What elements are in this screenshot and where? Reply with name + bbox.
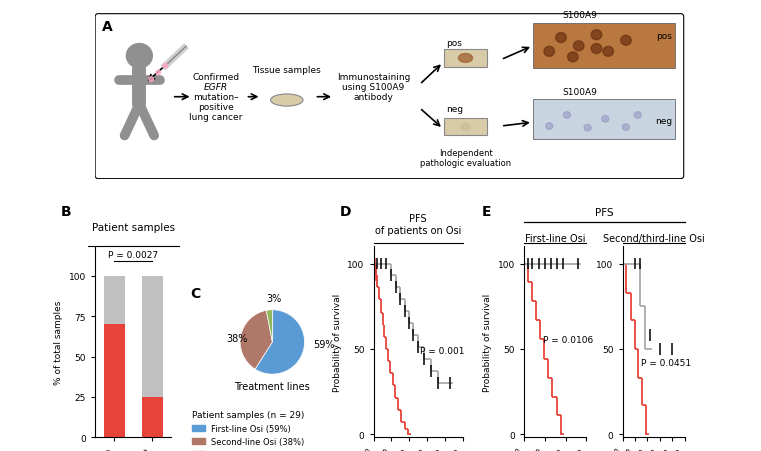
Text: P = 0.0451: P = 0.0451 [642,358,691,367]
FancyBboxPatch shape [95,14,683,179]
Circle shape [563,112,571,119]
Text: Tissue samples: Tissue samples [253,66,321,75]
Text: pathologic evaluation: pathologic evaluation [420,158,511,167]
Text: A: A [102,20,113,34]
Ellipse shape [458,55,473,63]
Circle shape [584,125,591,132]
Text: S100A9: S100A9 [562,87,597,97]
Circle shape [149,78,154,82]
Bar [103,276,125,324]
Text: P = 0.0027: P = 0.0027 [108,250,158,259]
Circle shape [621,36,631,46]
Circle shape [591,45,602,55]
Text: 3%: 3% [266,293,282,303]
Text: neg: neg [446,105,463,114]
Circle shape [602,116,609,123]
Text: 38%: 38% [227,333,248,343]
Circle shape [622,124,629,131]
Title: PFS
of patients on Osi: PFS of patients on Osi [375,213,461,235]
Title: Patient samples: Patient samples [91,222,175,232]
Circle shape [544,47,555,57]
Circle shape [163,64,167,69]
Text: P = 0.001: P = 0.001 [420,347,464,356]
Bar [103,324,125,437]
Text: Treatment lines: Treatment lines [234,382,310,391]
Bar [533,23,676,69]
Text: pos: pos [656,32,672,41]
Legend: First-line Osi (59%), Second-line Osi (38%), Third-line Osi (3%): First-line Osi (59%), Second-line Osi (3… [192,410,304,451]
Y-axis label: % of total samples: % of total samples [54,300,63,384]
Text: neg: neg [654,117,672,126]
Text: EGFR: EGFR [204,83,228,92]
Text: S100A9: S100A9 [562,11,597,20]
Bar [142,397,163,437]
Wedge shape [255,310,304,374]
Circle shape [556,33,566,43]
Text: Independent: Independent [438,149,492,158]
Text: positive: positive [198,103,234,112]
Bar [444,50,487,68]
Text: C: C [190,286,201,300]
Y-axis label: Probability of survival: Probability of survival [483,293,492,391]
Text: pos: pos [446,39,462,47]
Circle shape [603,47,613,57]
Circle shape [591,31,602,41]
Circle shape [634,112,642,119]
Text: B: B [61,205,72,219]
Text: Immunostaining: Immunostaining [337,73,410,82]
Text: E: E [482,204,492,218]
Text: P = 0.0106: P = 0.0106 [543,335,593,344]
Circle shape [126,45,152,69]
Text: lung cancer: lung cancer [189,113,243,122]
Wedge shape [266,310,272,342]
Text: D: D [339,205,351,219]
Title: First-line Osi: First-line Osi [525,233,585,244]
Text: 38%: 38% [0,450,1,451]
Text: Confirmed: Confirmed [193,73,240,82]
Circle shape [574,41,584,52]
Bar [533,100,676,139]
Text: antibody: antibody [354,93,393,102]
Bar [142,276,163,397]
Ellipse shape [271,95,303,107]
Text: 59%: 59% [0,450,1,451]
Wedge shape [240,311,272,369]
Text: PFS: PFS [595,207,614,217]
Ellipse shape [460,124,470,131]
Title: Second/third-line Osi: Second/third-line Osi [603,233,705,244]
Circle shape [156,71,161,75]
Circle shape [568,53,578,63]
Text: mutation–: mutation– [193,93,239,102]
Text: 59%: 59% [314,339,335,349]
Y-axis label: Probability of survival: Probability of survival [333,293,342,391]
Circle shape [546,124,552,130]
Text: using S100A9: using S100A9 [342,83,405,92]
Bar [444,119,487,136]
Text: 3%: 3% [0,450,1,451]
